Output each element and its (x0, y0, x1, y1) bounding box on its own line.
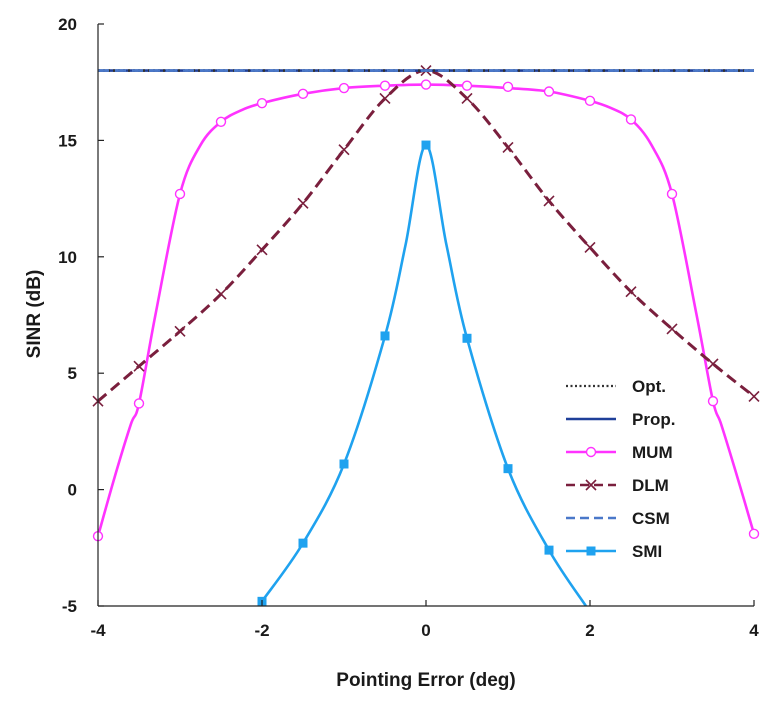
data-point-dlm-15 (707, 358, 719, 370)
legend-marker-smi (586, 546, 596, 556)
axes: -5 0 5 10 15 20 -4 -2 0 2 4 (58, 15, 759, 640)
legend-label-dlm: DLM (632, 476, 669, 495)
data-point-mum-9 (461, 80, 473, 91)
data-point-dlm-13 (625, 286, 637, 298)
data-point-dlm-5 (297, 197, 309, 209)
x-tick-label: 4 (749, 621, 759, 640)
legend: Opt. Prop. MUM DLM CSM SMI (566, 377, 675, 561)
data-point-mum-5 (297, 88, 309, 100)
x-tick-label: -4 (90, 621, 106, 640)
legend-label-prop: Prop. (632, 410, 675, 429)
y-tick-label: -5 (62, 597, 77, 616)
data-point-mum-2 (174, 188, 186, 200)
y-tick-label: 15 (58, 131, 77, 150)
data-point-mum-16 (748, 528, 760, 540)
legend-label-opt: Opt. (632, 377, 666, 396)
data-point-mum-7 (379, 80, 391, 91)
data-point-dlm-10 (502, 141, 514, 153)
data-point-mum-15 (707, 395, 719, 407)
data-point-dlm-6 (338, 144, 350, 156)
legend-marker-mum (585, 446, 597, 458)
data-point-dlm-3 (215, 288, 227, 300)
plot-area (92, 64, 760, 606)
y-tick-label: 5 (68, 364, 77, 383)
y-tick-label: 20 (58, 15, 77, 34)
x-tick-label: 2 (585, 621, 594, 640)
data-point-mum-11 (543, 86, 555, 97)
data-point-dlm-11 (543, 195, 555, 207)
data-point-smi-4 (421, 140, 431, 150)
data-point-mum-12 (584, 95, 596, 107)
data-point-dlm-9 (461, 92, 473, 105)
data-point-smi-1 (298, 538, 308, 548)
data-point-dlm-7 (379, 92, 391, 105)
data-point-mum-13 (625, 114, 637, 125)
legend-label-smi: SMI (632, 542, 662, 561)
data-point-dlm-12 (584, 241, 596, 254)
series-line-smi (260, 143, 587, 606)
data-point-smi-5 (462, 333, 472, 343)
data-point-smi-7 (544, 545, 554, 555)
data-point-mum-14 (666, 188, 678, 200)
data-point-dlm-14 (666, 323, 678, 335)
data-point-dlm-2 (174, 325, 186, 337)
data-point-mum-8 (420, 79, 432, 90)
y-tick-label: 0 (68, 481, 77, 500)
y-tick-label: 10 (58, 248, 77, 267)
data-point-dlm-1 (133, 360, 145, 372)
x-tick-label: 0 (421, 621, 430, 640)
x-axis-title: Pointing Error (deg) (336, 670, 515, 691)
series-line-dlm (98, 69, 754, 403)
data-point-mum-1 (133, 398, 145, 409)
data-point-mum-3 (215, 116, 227, 127)
data-point-mum-4 (256, 97, 268, 109)
data-point-smi-2 (339, 459, 349, 469)
data-point-smi-6 (503, 464, 513, 474)
data-point-dlm-16 (748, 390, 760, 403)
legend-label-mum: MUM (632, 443, 673, 462)
data-point-mum-6 (338, 82, 350, 94)
data-point-mum-10 (502, 81, 514, 93)
x-tick-label: -2 (254, 621, 269, 640)
data-point-dlm-4 (256, 244, 268, 256)
series-line-mum (98, 83, 754, 537)
y-axis-title: SINR (dB) (24, 270, 45, 359)
legend-marker-dlm (585, 479, 597, 491)
data-point-smi-3 (380, 331, 390, 341)
legend-label-csm: CSM (632, 509, 670, 528)
